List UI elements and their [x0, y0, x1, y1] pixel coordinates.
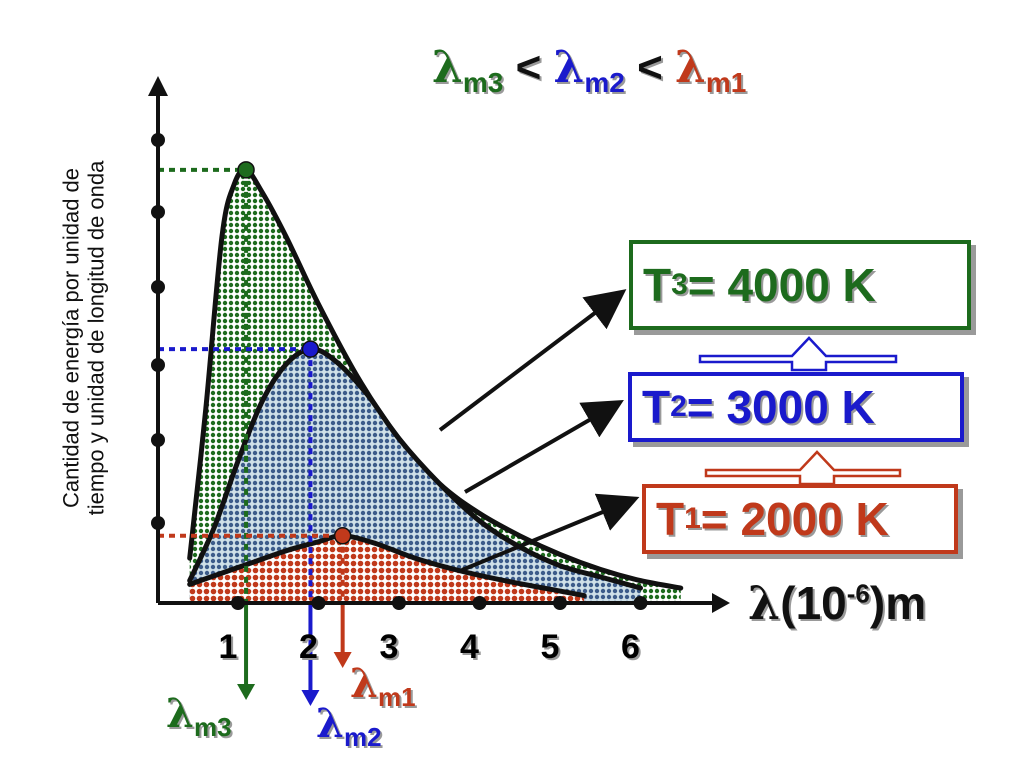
curve-T2 [187, 346, 643, 591]
x-tick-label-4: 4 [460, 628, 479, 666]
y-axis-arrowhead [148, 76, 168, 96]
title-less-than-2: < [637, 43, 663, 92]
peak-arrow-head-T1 [333, 652, 352, 668]
x-tick-dot-6 [633, 596, 648, 610]
peak-label-m3: λm3 [166, 690, 232, 742]
area-T2 [189, 349, 641, 603]
x-tick-dot-5 [553, 596, 567, 610]
x-tick-label-1: 1 [218, 628, 238, 666]
x-tick-dot-4 [472, 596, 487, 610]
peak-marker-T1 [333, 527, 352, 545]
up-arrow-t1-to-t2 [704, 450, 902, 486]
y-tick-dot-6 [151, 516, 165, 530]
curve-T3 [187, 167, 684, 591]
peak-marker-T2 [301, 340, 320, 358]
title-lambda-m3: λm3 [432, 42, 504, 98]
y-tick-dot-4 [151, 358, 165, 372]
axes [148, 76, 730, 613]
y-tick-dot-2 [151, 205, 165, 219]
y-tick-dot-3 [151, 280, 165, 294]
temperature-box-t1: T 1 = 2000 K [642, 484, 958, 554]
pointer-to-T3-box [438, 289, 627, 432]
y-tick-dot-5 [151, 433, 165, 447]
x-tick-label-2: 2 [299, 628, 318, 666]
x-tick-label-6: 6 [621, 628, 640, 666]
peak-marker-T3 [237, 161, 255, 179]
peak-arrow-head-T2 [301, 690, 320, 706]
x-tick-dot-3 [392, 596, 406, 610]
x-tick-label-5: 5 [540, 628, 560, 666]
y-axis-label-line-2: tiempo y unidad de longitud de onda [84, 160, 109, 516]
temperature-box-t3: T 3 = 4000 K [629, 240, 971, 330]
x-axis-arrowhead [712, 593, 730, 613]
peak-markers [237, 161, 352, 545]
x-tick-dot-2 [311, 596, 326, 610]
curve-T1 [187, 533, 587, 599]
title-lambda-m1: λm1 [675, 42, 747, 98]
peak-guides [158, 167, 352, 706]
title-lambda-m2: λm2 [553, 42, 625, 98]
pointer-to-T2-box [463, 399, 624, 494]
y-axis-label-line-1: Cantidad de energía por unidad de [58, 167, 84, 509]
peak-arrow-head-T3 [237, 684, 256, 700]
up-arrow-t2-to-t3 [698, 336, 898, 372]
peak-label-m2: λm2 [316, 700, 382, 752]
pointer-to-T1-box [461, 493, 640, 572]
y-tick-dot-1 [151, 133, 165, 147]
curve-pointers [438, 289, 902, 572]
x-axis-label: λ(10-6)m [748, 576, 927, 630]
up-arrow-t1-to-t2-shape [704, 450, 902, 486]
up-arrow-t2-to-t3-shape [698, 336, 898, 372]
peak-label-m1: λm1 [350, 660, 416, 712]
curve-areas [187, 167, 684, 604]
y-axis-label: Cantidad de energía por unidad de tiempo… [59, 38, 110, 638]
x-tick-label-3: 3 [379, 628, 399, 666]
wavelength-order-title: λm3 < λm2 < λm1 [432, 42, 746, 99]
x-tick-dot-1 [231, 596, 245, 610]
temperature-box-t2: T 2 = 3000 K [628, 372, 964, 442]
title-less-than-1: < [515, 43, 542, 92]
